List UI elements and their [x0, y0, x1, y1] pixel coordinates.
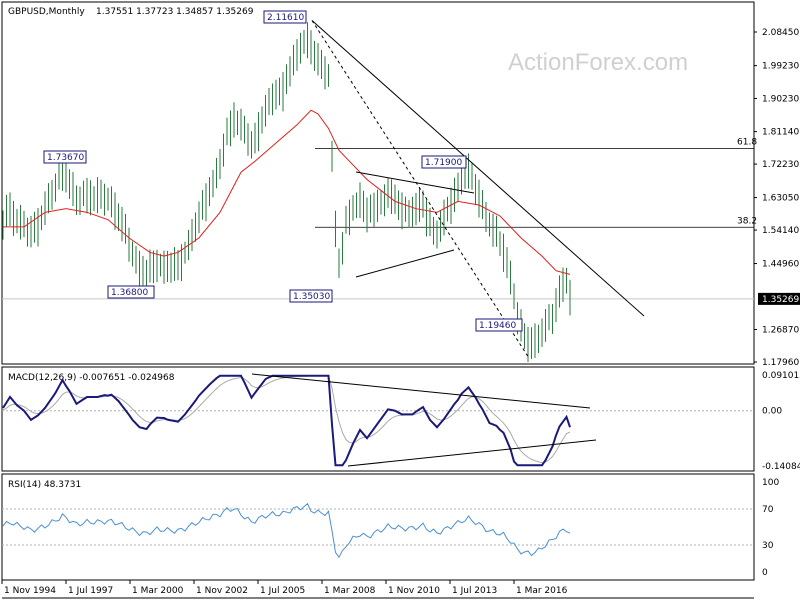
macd-tick-label: -0.140843 — [762, 462, 800, 472]
dashed-trendline — [311, 20, 529, 357]
price-tick-label: 1.26870 — [762, 326, 799, 336]
price-annotation-box — [475, 318, 523, 332]
macd-tick-label: 0.00 — [762, 407, 782, 417]
price-annotation: 1.36800 — [111, 288, 148, 298]
rsi-tick-label: 0 — [762, 568, 768, 578]
x-tick-label: 1 Jul 1997 — [68, 586, 113, 596]
x-tick-label: 1 Jul 2013 — [452, 586, 497, 596]
triangle-lower-line — [355, 249, 455, 278]
panel-frames — [1, 1, 755, 599]
watermark: ActionForex.com — [508, 49, 688, 76]
macd-tick-label: 0.091015 — [762, 371, 800, 381]
price-tick-label: 1.54140 — [762, 226, 799, 236]
rsi-line — [2, 502, 571, 559]
symbol-title: GBPUSD,Monthly — [8, 7, 85, 17]
x-tick-label: 1 Nov 2010 — [388, 586, 440, 596]
price-panel-frame — [1, 1, 755, 365]
x-tick-label: 1 Nov 1994 — [4, 586, 56, 596]
ohlc-readout: 1.37551 1.37723 1.34857 1.35269 — [96, 7, 254, 17]
price-tick-label: 1.72230 — [762, 160, 799, 170]
price-layer: 61.8 38.2 2.11610 1.73670 1.36800 1.35030 1.71… — [2, 10, 757, 363]
price-tick-label: 1.63050 — [762, 194, 799, 204]
triangle-upper-line — [355, 171, 475, 194]
rsi-tick-label: 70 — [762, 505, 774, 515]
rsi-panel-frame — [1, 473, 755, 581]
axes-layer: 2.08450 1.99230 1.90230 1.81140 1.72230 1.630… — [1, 28, 800, 596]
macd-lower-trendline — [347, 439, 597, 467]
price-annotation-box — [107, 285, 155, 299]
price-annotation: 1.35030 — [293, 292, 330, 302]
macd-line — [2, 374, 571, 467]
price-tick-label: 2.08450 — [762, 28, 799, 38]
price-annotation: 1.71900 — [425, 158, 462, 168]
rsi-tick-label: 100 — [762, 478, 779, 488]
price-tick-label: 1.90230 — [762, 94, 799, 104]
price-annotation-box — [263, 10, 307, 24]
macd-panel-frame — [1, 366, 755, 472]
current-price-box — [758, 292, 800, 305]
rsi-layer — [2, 502, 754, 559]
price-tick-label: 1.99230 — [762, 62, 799, 72]
fib-level-label: 61.8 — [737, 138, 757, 148]
price-bars — [2, 22, 571, 363]
rsi-tick-label: 30 — [762, 541, 774, 551]
price-tick-label: 1.17960 — [762, 358, 799, 368]
price-annotation: 1.73670 — [47, 153, 84, 163]
macd-layer — [2, 373, 754, 467]
x-tick-label: 1 Jul 2005 — [260, 586, 305, 596]
fib-level-label: 38.2 — [737, 216, 757, 226]
major-down-trendline — [311, 20, 645, 317]
price-annotation: 1.19460 — [479, 321, 516, 331]
x-tick-label: 1 Nov 2002 — [196, 586, 248, 596]
price-annotation-box — [421, 155, 467, 169]
macd-upper-trendline — [251, 373, 591, 409]
price-annotation: 2.11610 — [267, 13, 304, 23]
rsi-title: RSI(14) 48.3731 — [8, 480, 81, 490]
x-tick-label: 1 Mar 2016 — [516, 586, 568, 596]
macd-title: MACD(12,26,9) -0.007651 -0.024968 — [8, 373, 175, 383]
moving-average-line — [3, 109, 571, 275]
price-annotation-box — [289, 289, 333, 303]
price-tick-label: 1.44960 — [762, 260, 799, 270]
macd-signal-line — [2, 375, 571, 464]
price-tick-label: 1.81140 — [762, 128, 799, 138]
price-annotation-box — [43, 150, 87, 164]
x-tick-label: 1 Mar 2000 — [132, 586, 184, 596]
x-tick-label: 1 Mar 2008 — [324, 586, 376, 596]
current-price-label: 1.35269 — [762, 295, 799, 305]
